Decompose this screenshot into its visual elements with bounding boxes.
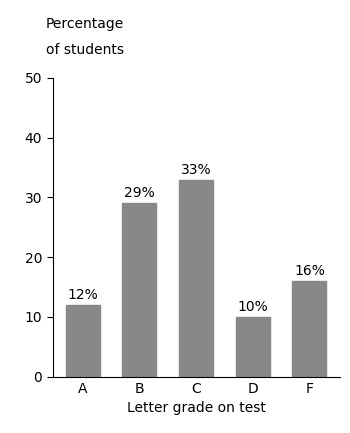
Bar xyxy=(65,305,100,377)
Bar xyxy=(236,317,270,377)
Text: of students: of students xyxy=(46,43,124,57)
Bar xyxy=(122,204,156,377)
Text: 12%: 12% xyxy=(67,288,98,302)
Text: 16%: 16% xyxy=(294,264,325,278)
Text: 10%: 10% xyxy=(237,300,268,314)
Bar xyxy=(292,281,327,377)
Text: Percentage: Percentage xyxy=(46,17,124,31)
Bar xyxy=(179,180,213,377)
Text: 33%: 33% xyxy=(181,162,211,177)
X-axis label: Letter grade on test: Letter grade on test xyxy=(127,401,265,415)
Text: 29%: 29% xyxy=(124,187,155,200)
